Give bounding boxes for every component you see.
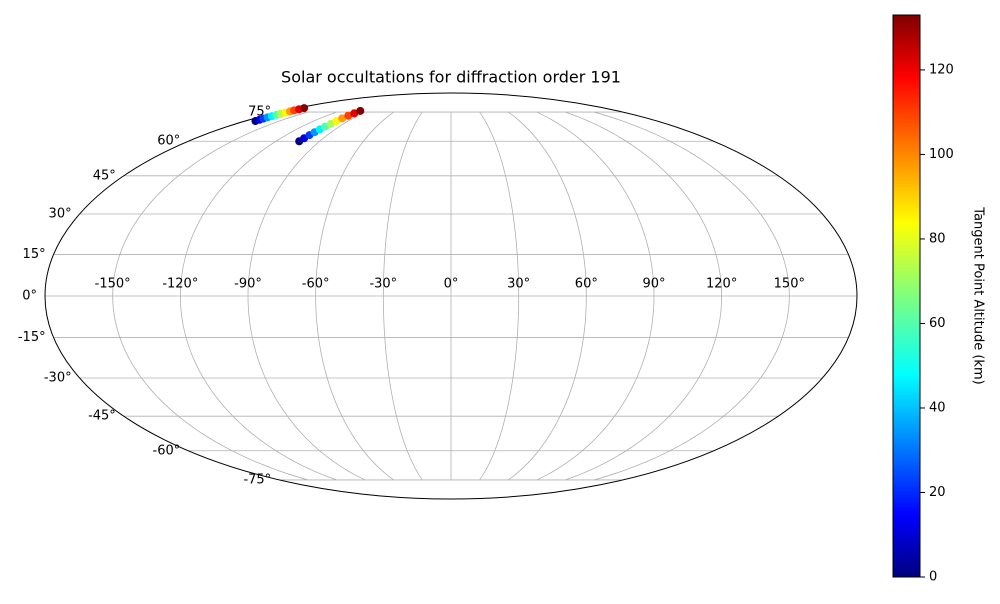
y-tick-label: 30° [49,206,72,221]
y-tick-label: 60° [157,134,180,149]
x-tick-label: 60° [575,277,598,292]
y-tick-label: 0° [22,289,37,304]
colorbar-tick-label: 120 [929,62,954,77]
y-tick-label: 45° [93,168,116,183]
colorbar-tick-label: 60 [929,316,946,331]
colorbar-tick-label: 0 [929,570,937,585]
x-tick-label: 0° [444,277,459,292]
x-tick-label: -90° [234,277,262,292]
x-tick-label: -150° [95,277,131,292]
grid-line [315,111,394,481]
grid-line [479,111,520,481]
grid-line [508,111,587,481]
data-point [338,114,347,123]
chart-title: Solar occultations for diffraction order… [281,68,621,87]
x-tick-label: 30° [507,277,530,292]
colorbar-label: Tangent Point Altitude (km) [971,206,986,384]
y-tick-label: -45° [88,409,116,424]
colorbar-tick-label: 40 [929,400,946,415]
x-tick-label: 150° [774,277,805,292]
grid-line [565,111,723,481]
grid-line [112,111,308,481]
data-point [344,111,353,120]
y-tick-label: -60° [153,443,181,458]
y-tick-label: 15° [23,247,46,262]
x-tick-label: -30° [369,277,397,292]
colorbar-tick-label: 80 [929,231,946,246]
x-tick-label: -120° [162,277,198,292]
x-tick-label: -60° [302,277,330,292]
y-tick-label: -75° [243,472,271,487]
grid-line [247,111,366,481]
x-tick-label: 90° [642,277,665,292]
data-point [300,104,309,113]
grid-line [179,111,337,481]
y-tick-label: -30° [44,371,72,386]
colorbar-tick-label: 20 [929,485,946,500]
data-point [356,106,365,115]
map-outline [44,92,858,500]
grid-line [594,111,790,481]
data-point [350,109,359,118]
grid-line [536,111,655,481]
grid-line [382,111,423,481]
colorbar [892,14,921,578]
colorbar-tick-label: 100 [929,147,954,162]
y-tick-label: -15° [18,330,46,345]
x-tick-label: 120° [706,277,737,292]
